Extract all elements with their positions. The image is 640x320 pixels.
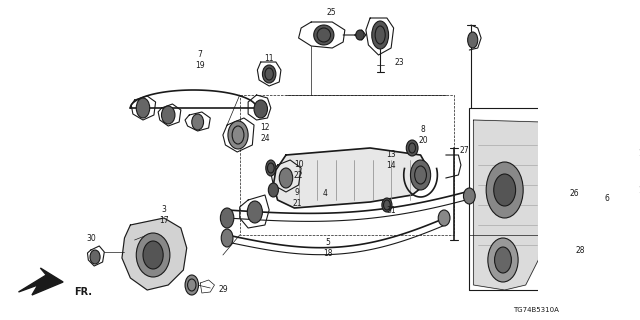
Ellipse shape	[372, 21, 388, 49]
Text: 31: 31	[387, 205, 396, 214]
Polygon shape	[474, 120, 543, 290]
Text: 7
19: 7 19	[195, 50, 205, 70]
Text: 12
24: 12 24	[260, 123, 270, 143]
Text: 26: 26	[570, 188, 579, 197]
Ellipse shape	[486, 162, 523, 218]
Ellipse shape	[143, 241, 163, 269]
Ellipse shape	[573, 183, 596, 217]
Text: 3
17: 3 17	[159, 205, 169, 225]
Ellipse shape	[488, 238, 518, 282]
Text: 27: 27	[460, 146, 469, 155]
Bar	[469, 108, 547, 290]
Ellipse shape	[90, 250, 100, 264]
Ellipse shape	[463, 188, 476, 204]
Text: 28: 28	[575, 245, 585, 254]
Text: FR.: FR.	[74, 287, 92, 297]
Ellipse shape	[254, 100, 268, 118]
Ellipse shape	[136, 233, 170, 277]
Ellipse shape	[579, 192, 591, 208]
Text: 9
21: 9 21	[292, 188, 301, 208]
Polygon shape	[273, 148, 429, 208]
Ellipse shape	[262, 65, 276, 83]
Text: 6: 6	[605, 194, 610, 203]
Text: 29: 29	[218, 285, 228, 294]
Ellipse shape	[220, 208, 234, 228]
Text: 5
18: 5 18	[323, 238, 333, 258]
Ellipse shape	[314, 25, 334, 45]
Ellipse shape	[566, 174, 603, 226]
Bar	[240, 95, 454, 235]
Ellipse shape	[356, 30, 364, 40]
Ellipse shape	[382, 198, 392, 212]
Ellipse shape	[438, 210, 450, 226]
Ellipse shape	[410, 160, 431, 190]
Ellipse shape	[221, 229, 233, 247]
Bar	[469, 235, 547, 290]
Ellipse shape	[185, 275, 198, 295]
Text: 8
20: 8 20	[419, 125, 428, 145]
Ellipse shape	[266, 160, 276, 176]
Text: 23: 23	[395, 58, 404, 67]
Text: 4: 4	[323, 188, 328, 197]
Ellipse shape	[161, 106, 175, 124]
Text: 30: 30	[86, 234, 96, 243]
Text: 13
14: 13 14	[387, 150, 396, 170]
Ellipse shape	[495, 247, 511, 273]
Ellipse shape	[228, 121, 248, 149]
Polygon shape	[19, 268, 63, 295]
Ellipse shape	[136, 98, 150, 118]
Polygon shape	[122, 218, 187, 290]
Text: 10
22: 10 22	[294, 160, 303, 180]
Ellipse shape	[557, 242, 573, 262]
Ellipse shape	[192, 114, 204, 130]
Text: 11: 11	[264, 53, 274, 62]
Ellipse shape	[543, 187, 554, 203]
Text: 25: 25	[326, 7, 336, 17]
Ellipse shape	[406, 140, 418, 156]
Text: TG74B5310A: TG74B5310A	[513, 307, 559, 313]
Ellipse shape	[247, 201, 262, 223]
Ellipse shape	[468, 32, 477, 48]
Text: 1
15: 1 15	[639, 175, 640, 195]
Ellipse shape	[279, 168, 292, 188]
Ellipse shape	[268, 183, 278, 197]
Text: 2
16: 2 16	[639, 138, 640, 158]
Ellipse shape	[493, 174, 516, 206]
